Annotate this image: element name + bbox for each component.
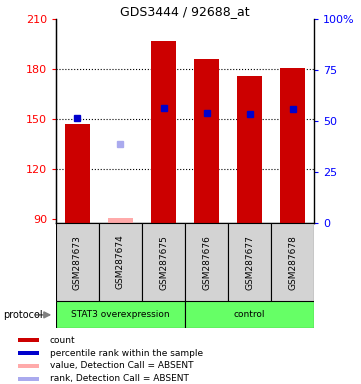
Text: STAT3 overexpression: STAT3 overexpression [71,310,170,319]
Bar [108,218,134,223]
Bar [18,377,39,381]
Bar [280,68,305,223]
Text: control: control [234,310,265,319]
Bar [56,301,185,328]
Bar [18,338,39,342]
Text: GSM287674: GSM287674 [116,235,125,290]
Bar [271,223,314,301]
Text: count: count [50,336,75,345]
Text: GSM287677: GSM287677 [245,235,254,290]
Text: value, Detection Call = ABSENT: value, Detection Call = ABSENT [50,361,193,371]
Bar [142,223,185,301]
Text: GSM287678: GSM287678 [288,235,297,290]
Bar [228,223,271,301]
Bar [185,301,314,328]
Bar [193,59,219,223]
Text: percentile rank within the sample: percentile rank within the sample [50,349,203,358]
Bar [18,351,39,355]
Bar [99,223,142,301]
Text: GSM287676: GSM287676 [202,235,211,290]
Text: GSM287675: GSM287675 [159,235,168,290]
Bar [151,41,177,223]
Title: GDS3444 / 92688_at: GDS3444 / 92688_at [120,5,250,18]
Bar [18,364,39,368]
Text: rank, Detection Call = ABSENT: rank, Detection Call = ABSENT [50,374,188,383]
Bar [65,124,90,223]
Text: protocol: protocol [4,310,43,320]
Text: GSM287673: GSM287673 [73,235,82,290]
Bar [185,223,228,301]
Bar [237,76,262,223]
Bar [56,223,99,301]
